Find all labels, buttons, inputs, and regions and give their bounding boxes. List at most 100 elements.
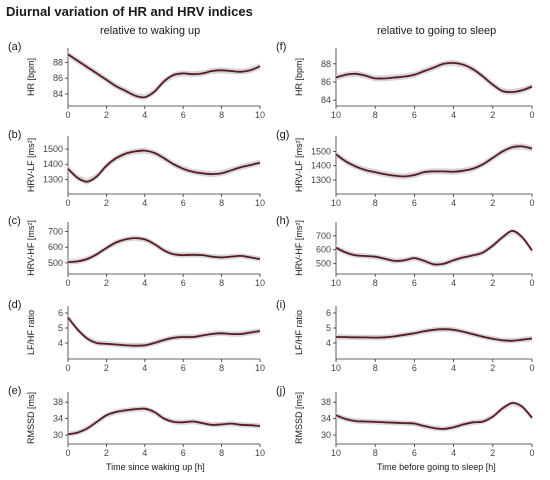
panel-label: (d) bbox=[8, 299, 21, 311]
x-tick-label: 2 bbox=[104, 363, 109, 373]
x-tick-label: 10 bbox=[331, 198, 341, 208]
left-column-title: relative to waking up bbox=[100, 25, 201, 37]
x-tick-label: 8 bbox=[373, 363, 378, 373]
y-tick-label: 5 bbox=[326, 323, 331, 333]
x-tick-label: 4 bbox=[142, 198, 147, 208]
chart-panel: (e) RMSSD [ms] 30 34 38 0 2 4 6 8 10 bbox=[8, 385, 265, 458]
y-tick-label: 38 bbox=[53, 397, 63, 407]
panel-label: (j) bbox=[276, 385, 286, 397]
confidence-band bbox=[336, 59, 532, 95]
chart-panel: (j) RMSSD [ms] 30 34 38 10 8 6 4 2 0 bbox=[276, 385, 535, 458]
y-tick-label: 34 bbox=[321, 414, 331, 424]
y-axis-label: HRV-LF [ms²] bbox=[294, 138, 304, 192]
x-tick-label: 8 bbox=[373, 198, 378, 208]
y-axis-label: HR [bpm] bbox=[26, 58, 36, 96]
chart-panel: (c) HRV-HF [ms²] 500 600 700 0 2 4 6 8 10 bbox=[8, 215, 265, 288]
y-axis-label: HRV-HF [ms²] bbox=[26, 220, 36, 276]
series-line bbox=[67, 407, 261, 436]
x-tick-label: 8 bbox=[219, 448, 224, 458]
y-tick-label: 500 bbox=[48, 258, 63, 268]
panel-label: (i) bbox=[276, 299, 286, 311]
y-tick-label: 86 bbox=[321, 77, 331, 87]
confidence-band bbox=[68, 51, 260, 101]
x-tick-label: 0 bbox=[529, 363, 534, 373]
x-tick-label: 6 bbox=[412, 448, 417, 458]
y-tick-label: 600 bbox=[316, 245, 331, 255]
x-tick-label: 10 bbox=[255, 198, 265, 208]
series-line bbox=[67, 53, 261, 99]
x-tick-label: 2 bbox=[104, 110, 109, 120]
y-tick-label: 88 bbox=[321, 59, 331, 69]
x-tick-label: 0 bbox=[529, 278, 534, 288]
y-tick-label: 600 bbox=[48, 242, 63, 252]
x-tick-label: 0 bbox=[529, 198, 534, 208]
y-tick-label: 1400 bbox=[43, 159, 63, 169]
x-tick-label: 10 bbox=[331, 110, 341, 120]
x-tick-label: 4 bbox=[451, 110, 456, 120]
panel-label: (f) bbox=[276, 41, 286, 53]
y-tick-label: 1500 bbox=[43, 144, 63, 154]
x-tick-label: 8 bbox=[373, 448, 378, 458]
x-tick-label: 6 bbox=[181, 448, 186, 458]
x-tick-label: 4 bbox=[451, 198, 456, 208]
x-tick-label: 0 bbox=[65, 448, 70, 458]
x-tick-label: 6 bbox=[412, 278, 417, 288]
y-tick-label: 1300 bbox=[311, 175, 331, 185]
x-tick-label: 4 bbox=[142, 363, 147, 373]
y-tick-label: 88 bbox=[53, 57, 63, 67]
x-tick-label: 6 bbox=[412, 110, 417, 120]
y-axis-label: RMSSD [ms] bbox=[26, 392, 36, 444]
confidence-band bbox=[336, 400, 532, 432]
x-tick-label: 4 bbox=[142, 110, 147, 120]
chart-panel: (a) HR [bpm] 84 86 88 0 2 4 6 8 10 bbox=[8, 41, 265, 120]
series-line bbox=[67, 237, 261, 263]
y-tick-label: 1500 bbox=[311, 146, 331, 156]
y-axis-label: LF/HF ratio bbox=[294, 310, 304, 355]
x-tick-label: 6 bbox=[181, 198, 186, 208]
chart-panel: (b) HRV-LF [ms²] 1300 1400 1500 0 2 4 6 8 10 bbox=[8, 129, 265, 208]
left-x-axis-label: Time since waking up [h] bbox=[106, 462, 205, 472]
confidence-band bbox=[68, 406, 260, 437]
x-tick-label: 0 bbox=[65, 363, 70, 373]
x-tick-label: 4 bbox=[451, 448, 456, 458]
y-tick-label: 6 bbox=[58, 308, 63, 318]
y-tick-label: 84 bbox=[321, 95, 331, 105]
y-tick-label: 700 bbox=[316, 231, 331, 241]
y-tick-label: 30 bbox=[321, 430, 331, 440]
chart-panel: (d) LF/HF ratio 4 5 6 0 2 4 6 8 10 bbox=[8, 299, 265, 373]
series-line bbox=[335, 402, 533, 430]
x-tick-label: 10 bbox=[331, 278, 341, 288]
y-axis-label: HRV-HF [ms²] bbox=[294, 220, 304, 276]
x-tick-label: 2 bbox=[490, 198, 495, 208]
chart-panel: (i) LF/HF ratio 4 5 6 10 8 6 4 2 0 bbox=[276, 299, 535, 373]
x-tick-label: 10 bbox=[331, 363, 341, 373]
y-axis-label: HRV-LF [ms²] bbox=[26, 138, 36, 192]
x-tick-label: 10 bbox=[255, 448, 265, 458]
x-tick-label: 4 bbox=[451, 363, 456, 373]
x-tick-label: 0 bbox=[65, 110, 70, 120]
y-tick-label: 5 bbox=[58, 323, 63, 333]
y-axis-label: HR [bpm] bbox=[294, 58, 304, 96]
confidence-band bbox=[68, 314, 260, 349]
x-tick-label: 0 bbox=[65, 198, 70, 208]
panel-label: (h) bbox=[276, 215, 289, 227]
y-tick-label: 6 bbox=[326, 308, 331, 318]
x-tick-label: 6 bbox=[412, 363, 417, 373]
x-tick-label: 8 bbox=[219, 363, 224, 373]
x-tick-label: 10 bbox=[331, 448, 341, 458]
panel-label: (c) bbox=[8, 215, 21, 227]
x-tick-label: 0 bbox=[529, 110, 534, 120]
x-tick-label: 6 bbox=[181, 363, 186, 373]
y-tick-label: 1300 bbox=[43, 174, 63, 184]
y-axis-label: LF/HF ratio bbox=[26, 310, 36, 355]
x-tick-label: 8 bbox=[219, 110, 224, 120]
x-tick-label: 8 bbox=[373, 278, 378, 288]
confidence-band bbox=[336, 143, 532, 180]
confidence-band bbox=[336, 326, 532, 344]
right-column-title: relative to going to sleep bbox=[377, 25, 497, 37]
x-tick-label: 4 bbox=[142, 278, 147, 288]
chart-panel: (g) HRV-LF [ms²] 1300 1400 1500 10 8 6 4 2 0 bbox=[276, 129, 535, 208]
panel-label: (e) bbox=[8, 385, 21, 397]
series-line bbox=[335, 145, 533, 178]
